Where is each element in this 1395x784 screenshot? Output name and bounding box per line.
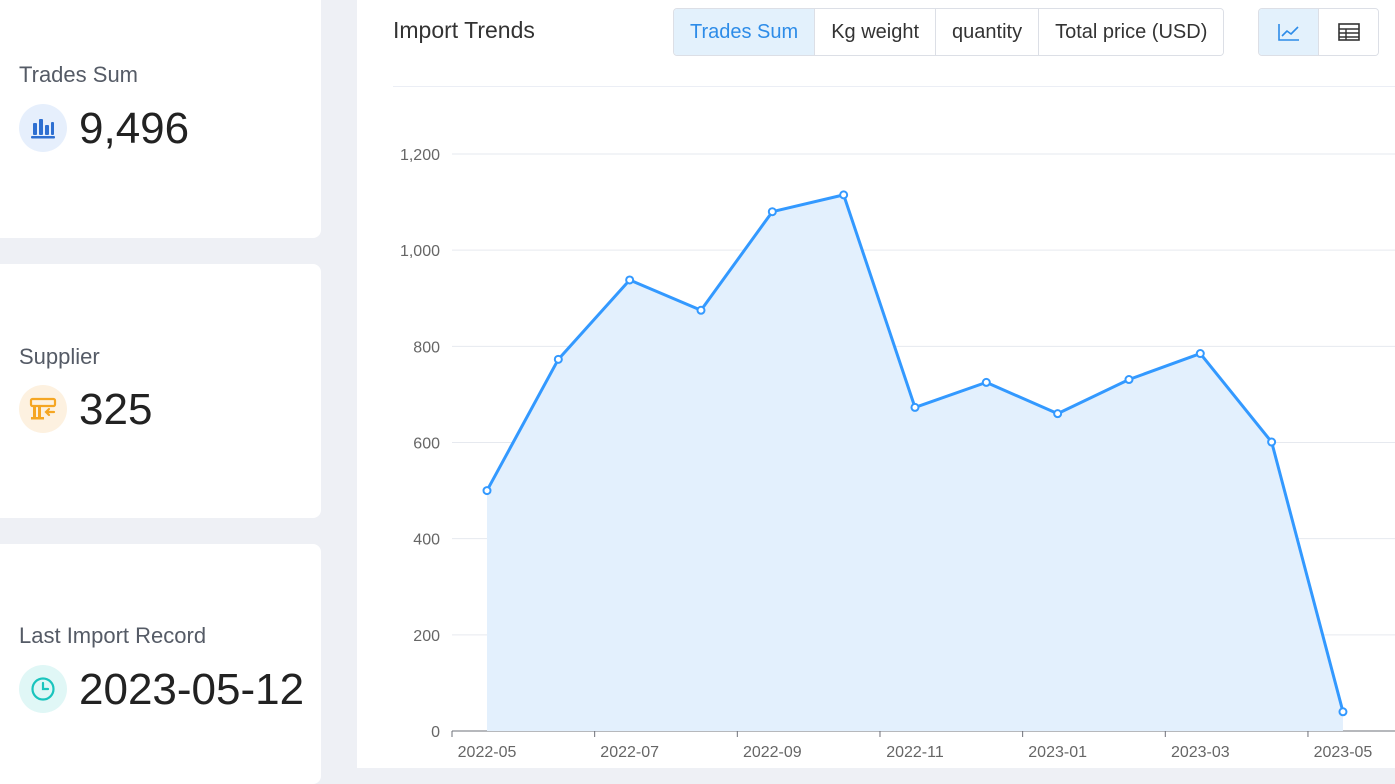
data-point [1338,707,1348,717]
last-import-label: Last Import Record [19,623,207,648]
y-tick-label: 800 [413,339,440,356]
trades-sum-card: Trades Sum 9,496 [0,0,321,238]
last-import-value: 2023-05-12 [79,665,305,714]
supplier-label: Supplier [19,344,100,369]
series-area [487,194,1343,731]
supplier-card: Supplier 325 [0,264,321,518]
table-view-button[interactable] [1318,9,1378,55]
data-point [839,190,849,200]
y-tick-label: 0 [431,724,440,741]
x-tick-label: 2023-05 [1314,744,1373,761]
tab-trades-sum[interactable]: Trades Sum [674,9,815,55]
last-import-card: Last Import Record 2023-05-12 [0,544,321,784]
y-tick-label: 1,000 [400,243,440,260]
bar-chart-icon [19,104,67,152]
store-icon [19,385,67,433]
x-tick-label: 2022-09 [743,744,802,761]
data-point [625,275,635,285]
x-tick-label: 2022-07 [600,744,659,761]
y-tick-label: 600 [413,436,440,453]
data-point [910,402,920,412]
y-tick-label: 1,200 [400,147,440,164]
line-view-button[interactable] [1259,9,1318,55]
data-point [981,377,991,387]
x-tick-label: 2023-03 [1171,744,1230,761]
trades-sum-label: Trades Sum [19,62,139,87]
clock-icon [19,665,67,713]
data-point [1124,375,1134,385]
x-tick-label: 2022-05 [458,744,517,761]
table-icon [1337,23,1360,41]
tab-kg-weight[interactable]: Kg weight [814,9,936,55]
import-trends-chart: 0 200 400 600 800 1,000 1,200 2022-05 2022-07 202… [400,147,1395,761]
data-point [1267,437,1277,447]
header-divider [393,86,1395,87]
x-tick-label: 2022-11 [886,744,944,761]
trades-sum-value: 9,496 [79,104,190,153]
x-tick-label: 2023-01 [1028,744,1087,761]
supplier-value: 325 [79,385,153,434]
data-point [553,354,563,364]
import-trends-panel: Import Trends Trades Sum Kg weight quant… [357,0,1395,768]
data-point [767,207,777,217]
y-tick-label: 400 [413,532,440,549]
data-point [482,486,492,496]
data-point [696,305,706,315]
tab-total-price[interactable]: Total price (USD) [1038,9,1224,55]
metric-tabs: Trades Sum Kg weight quantity Total pric… [673,8,1225,56]
line-chart-icon [1277,24,1299,41]
view-toggle [1258,8,1379,56]
y-tick-label: 200 [413,628,440,645]
data-point [1053,409,1063,419]
panel-title: Import Trends [393,17,535,43]
stats-column: Trades Sum 9,496 Supplier 325 La [0,0,321,784]
tab-quantity[interactable]: quantity [935,9,1039,55]
data-point [1195,349,1205,359]
